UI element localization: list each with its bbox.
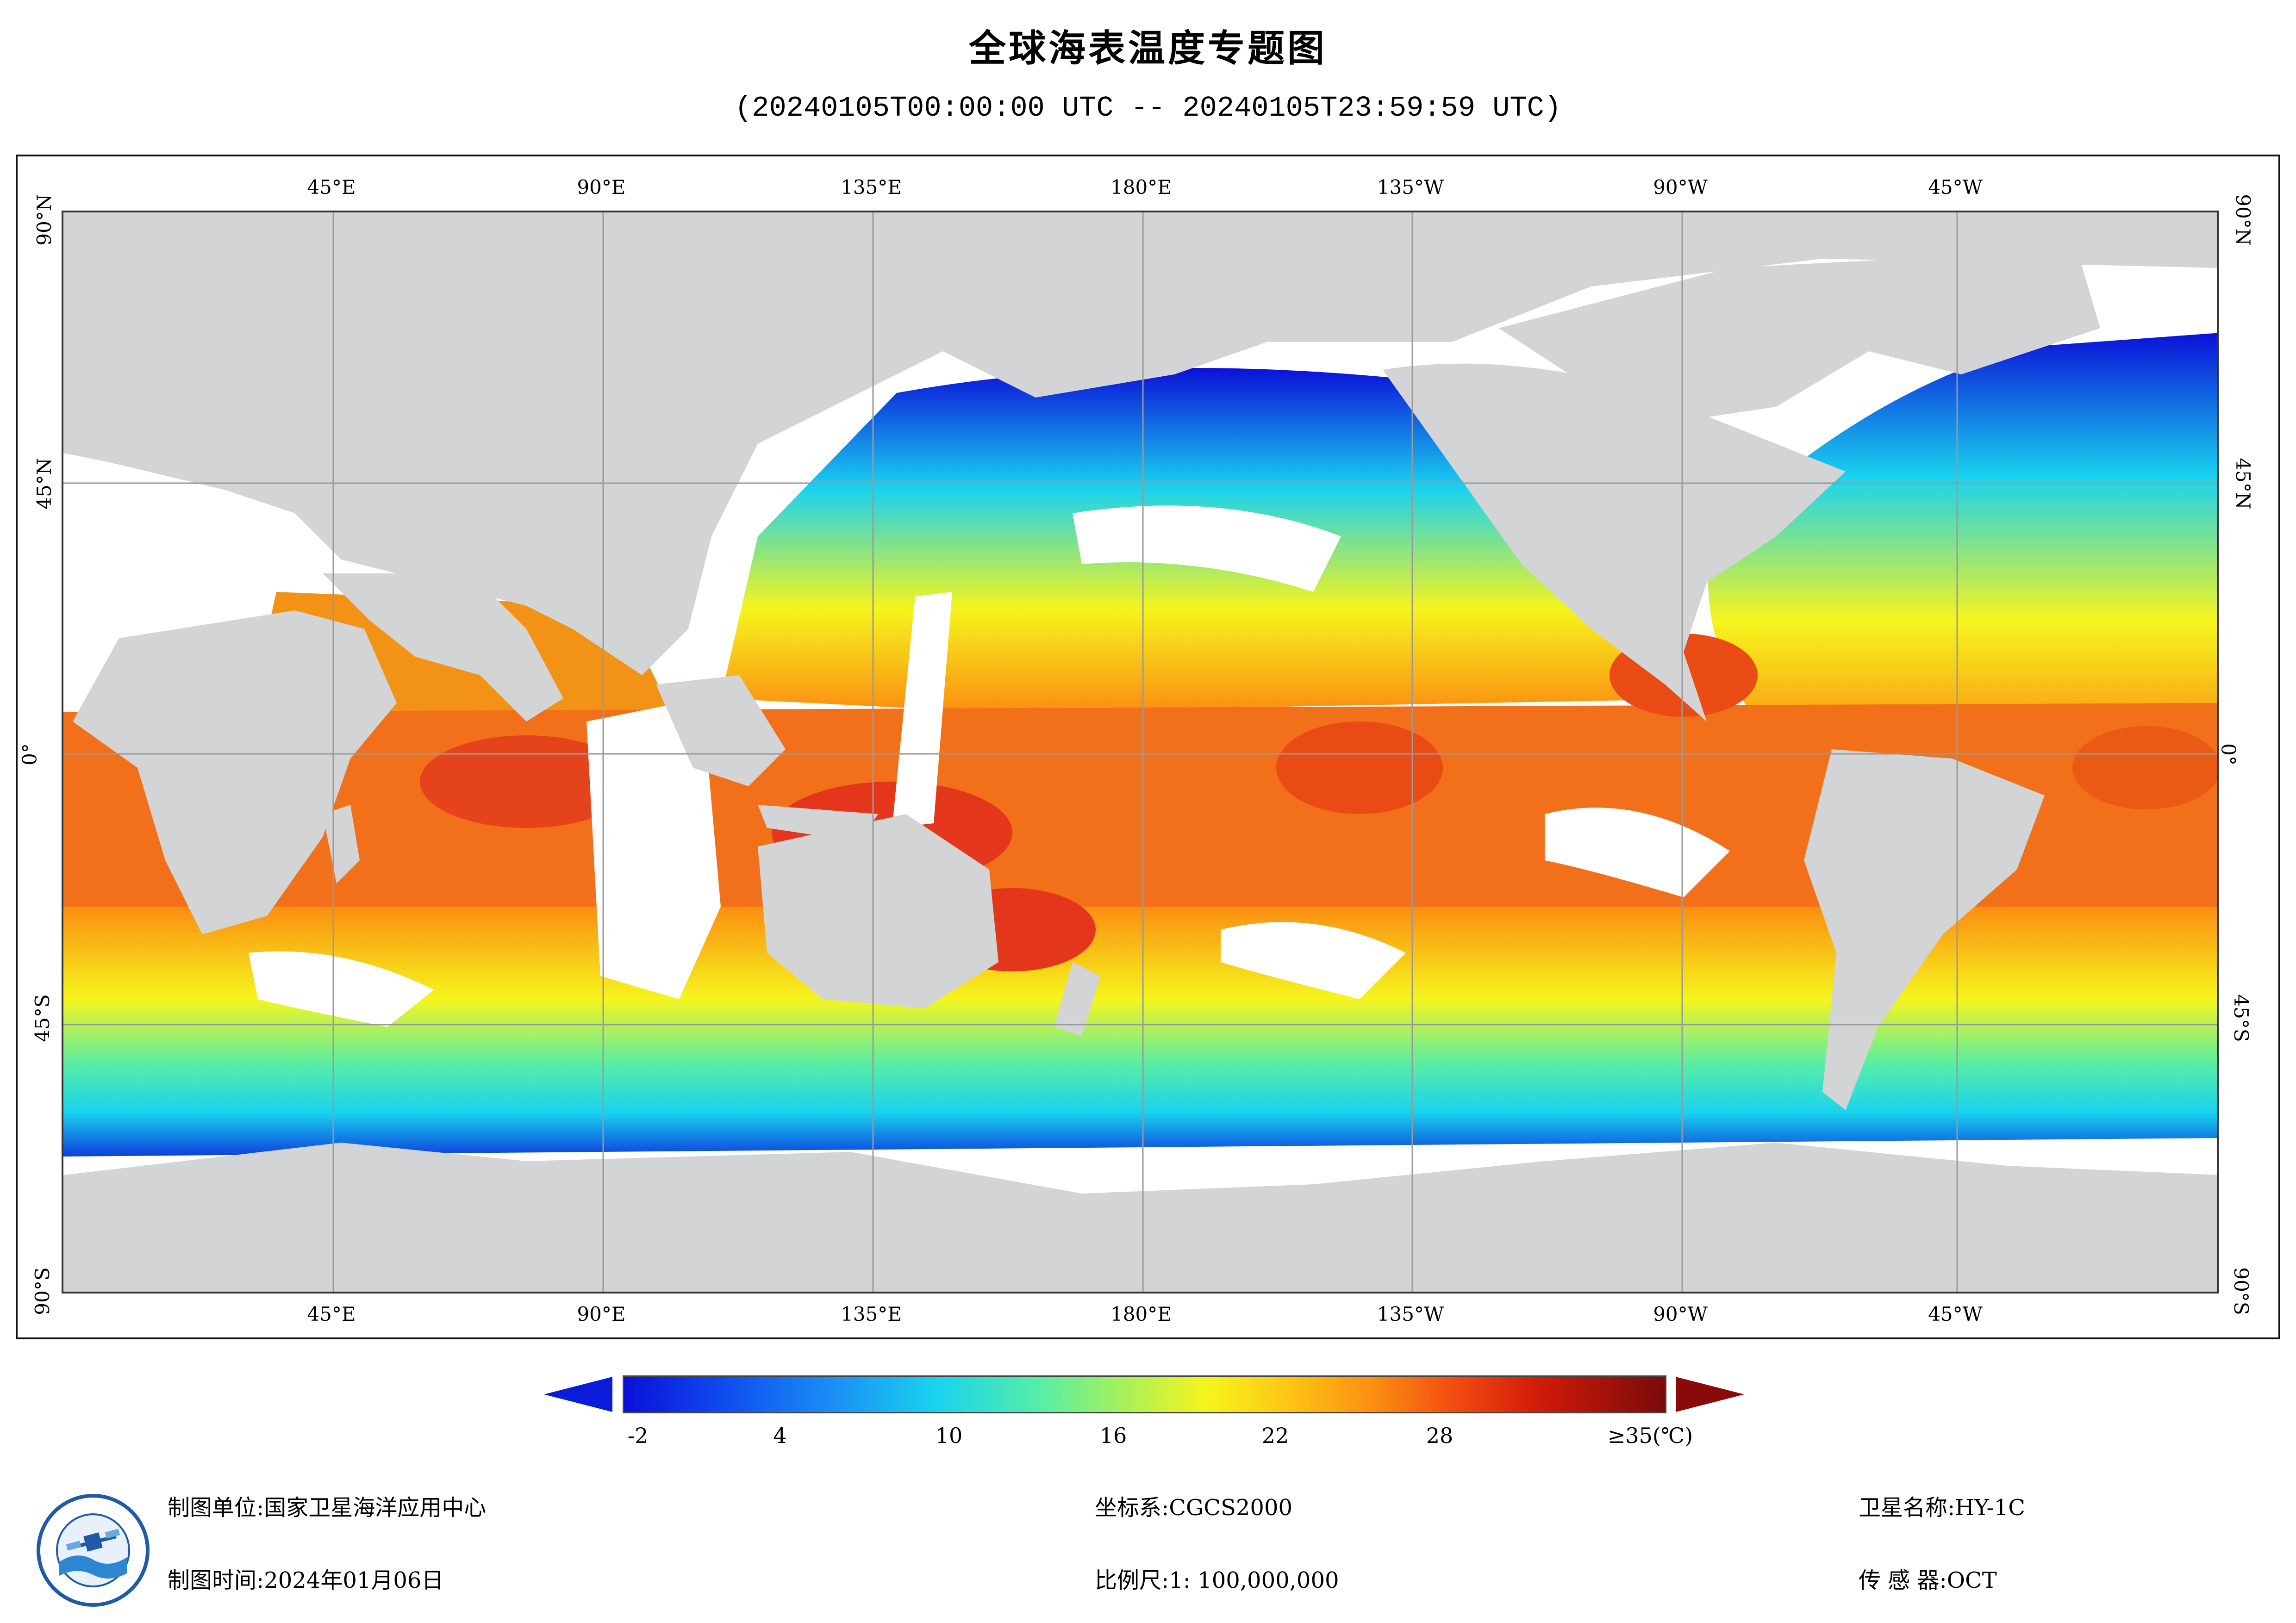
lat-tick-left-90s: 90°S (31, 1267, 54, 1315)
colorbar-max-arrow (1676, 1377, 1744, 1412)
sst-map[interactable] (62, 211, 2219, 1293)
nsoas-emblem-icon (37, 1494, 150, 1607)
map-time-value: 2024年01月06日 (264, 1567, 444, 1593)
time-range-subtitle: (20240105T00:00:00 UTC -- 20240105T23:59… (735, 92, 1561, 124)
land-masses (63, 212, 2217, 1292)
colorbar (623, 1375, 1666, 1413)
lon-tick-bottom-135e: 135°E (841, 1303, 902, 1325)
lon-tick-bottom-135w: 135°W (1377, 1303, 1444, 1325)
colorbar-label-35: ≥35(℃) (1607, 1423, 1693, 1448)
satellite-value: HY-1C (1955, 1495, 2025, 1521)
colorbar-label-minus2: -2 (627, 1423, 649, 1448)
sst-map-canvas (63, 212, 2217, 1292)
colorbar-min-arrow (544, 1377, 612, 1412)
lon-tick-top-90e: 90°E (577, 176, 626, 199)
map-unit: 制图单位:国家卫星海洋应用中心 (168, 1489, 486, 1522)
lon-tick-bottom-45w: 45°W (1928, 1303, 1983, 1325)
lat-tick-right-0: 0° (2217, 743, 2240, 765)
scale: 比例尺:1: 100,000,000 (1095, 1562, 1339, 1594)
map-unit-label: 制图单位: (168, 1495, 264, 1521)
colorbar-label-28: 28 (1426, 1423, 1454, 1448)
crs-value: CGCS2000 (1169, 1495, 1293, 1521)
colorbar-label-16: 16 (1099, 1423, 1127, 1448)
lat-tick-right-90n: 90°N (2232, 194, 2255, 246)
lat-tick-left-45n: 45°N (33, 458, 56, 510)
colorbar-label-22: 22 (1261, 1423, 1289, 1448)
map-unit-value: 国家卫星海洋应用中心 (264, 1495, 487, 1521)
graticule (63, 212, 2217, 1292)
sensor-value: OCT (1947, 1567, 1997, 1593)
lon-tick-bottom-90e: 90°E (577, 1303, 626, 1325)
sst-north-atlantic (1708, 333, 2217, 745)
scale-value: 1: 100,000,000 (1169, 1567, 1339, 1593)
colorbar-label-10: 10 (935, 1423, 963, 1448)
lon-tick-top-135w: 135°W (1377, 176, 1444, 199)
scale-label: 比例尺: (1095, 1567, 1169, 1593)
crs-label: 坐标系: (1095, 1495, 1169, 1521)
satellite: 卫星名称:HY-1C (1859, 1489, 2025, 1522)
sensor-label: 传 感 器: (1859, 1567, 1947, 1593)
lon-tick-top-90w: 90°W (1653, 176, 1708, 199)
lon-tick-top-45e: 45°E (307, 176, 356, 199)
map-frame (16, 155, 2280, 1339)
lon-tick-bottom-180e: 180°E (1111, 1303, 1172, 1325)
sensor: 传 感 器:OCT (1859, 1562, 1997, 1594)
lat-tick-right-90s: 90°S (2230, 1267, 2253, 1315)
lon-tick-top-45w: 45°W (1928, 176, 1983, 199)
lat-tick-left-45s: 45°S (31, 994, 54, 1042)
lat-tick-right-45n: 45°N (2232, 458, 2255, 510)
crs: 坐标系:CGCS2000 (1095, 1489, 1292, 1522)
colorbar-label-4: 4 (773, 1423, 787, 1448)
lat-tick-left-90n: 90°N (33, 194, 56, 246)
lat-tick-left-0: 0° (18, 743, 41, 765)
map-time: 制图时间:2024年01月06日 (168, 1562, 444, 1594)
lon-tick-top-180e: 180°E (1111, 176, 1172, 199)
lon-tick-bottom-90w: 90°W (1653, 1303, 1708, 1325)
satellite-label: 卫星名称: (1859, 1495, 1955, 1521)
map-title: 全球海表温度专题图 (969, 27, 1327, 70)
map-time-label: 制图时间: (168, 1567, 264, 1593)
lon-tick-top-135e: 135°E (841, 176, 902, 199)
lat-tick-right-45s: 45°S (2230, 994, 2253, 1042)
lon-tick-bottom-45e: 45°E (307, 1303, 356, 1325)
